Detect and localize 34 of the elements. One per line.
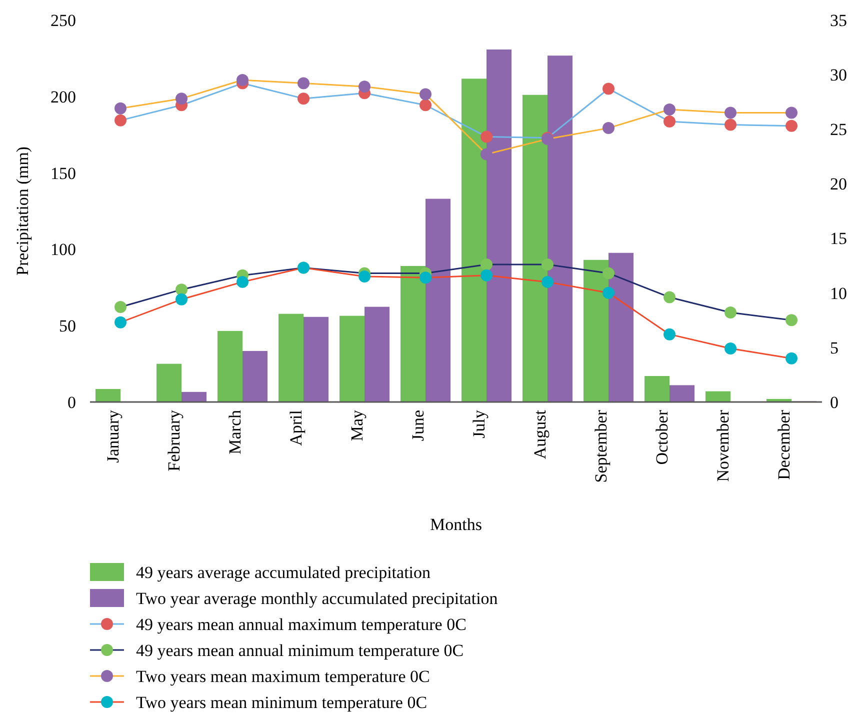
x-tick-label: October xyxy=(652,410,672,465)
x-tick-label: July xyxy=(469,410,488,438)
x-axis-title: Months xyxy=(430,515,482,534)
y2-tick-label: 5 xyxy=(830,338,838,358)
y-tick-label: 0 xyxy=(68,392,76,412)
x-tick-label: December xyxy=(774,410,794,480)
legend-label: 49 years mean annual maximum temperature 0C xyxy=(136,614,466,634)
x-tick-label: March xyxy=(225,410,244,454)
y2-tick-label: 20 xyxy=(830,174,847,194)
x-tick-label: April xyxy=(286,410,306,446)
x-tick-label: January xyxy=(103,410,122,463)
legend-label: Two year average monthly accumulated precipitation xyxy=(136,588,498,608)
y-tick-label: 50 xyxy=(59,316,76,336)
x-tick-label: November xyxy=(713,410,732,482)
y2-tick-label: 30 xyxy=(830,66,847,85)
y2-tick-label: 35 xyxy=(830,10,847,30)
legend-label: 49 years mean annual minimum temperature 0C xyxy=(136,640,464,660)
y2-tick-label: 10 xyxy=(830,284,847,303)
y-tick-label: 100 xyxy=(50,240,76,260)
x-tick-label: February xyxy=(164,410,184,472)
x-tick-label: June xyxy=(408,410,428,442)
y-tick-label: 250 xyxy=(50,10,76,30)
y2-tick-label: 0 xyxy=(830,392,838,412)
x-tick-label: September xyxy=(591,410,610,483)
y2-tick-label: 25 xyxy=(830,120,847,140)
y-tick-label: 150 xyxy=(50,164,76,183)
y-axis-title: Precipitation (mm) xyxy=(13,146,32,276)
legend-label: Two years mean maximum temperature 0C xyxy=(136,666,430,686)
x-tick-label: August xyxy=(530,410,550,460)
legend-label: Two years mean minimum temperature 0C xyxy=(136,692,428,712)
x-tick-label: May xyxy=(347,410,366,442)
legend-label: 49 years average accumulated precipitation xyxy=(136,562,432,582)
y2-tick-label: 15 xyxy=(830,229,847,248)
y-tick-label: 200 xyxy=(50,87,76,106)
